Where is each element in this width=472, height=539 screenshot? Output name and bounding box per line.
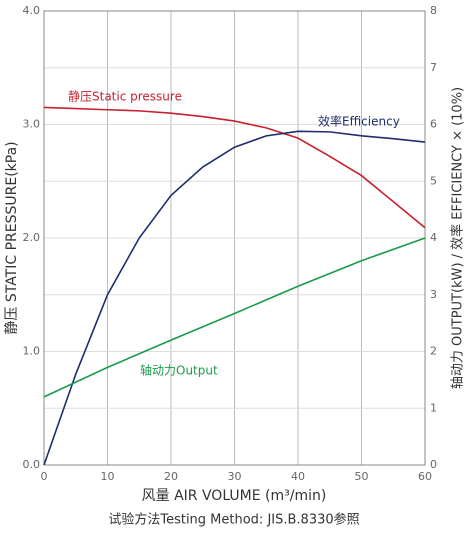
series-line: [43, 106, 426, 229]
y2-tick-label: 5: [430, 174, 437, 187]
y2-tick-label: 7: [430, 61, 437, 74]
y2-tick-label: 3: [430, 288, 437, 301]
y2-tick-label: 0: [430, 458, 437, 471]
y2-tick-label: 6: [430, 118, 437, 131]
series-line: [43, 237, 426, 398]
y2-tick-label: 8: [430, 4, 437, 17]
series-label: 轴动力Output: [140, 363, 218, 378]
x-tick-label: 50: [355, 470, 369, 483]
y2-axis-label: 轴动力 OUTPUT(kW) / 效率 EFFICIENCY × (10%): [450, 87, 466, 389]
y2-tick-label: 4: [430, 231, 437, 244]
y-tick-label: 3.0: [23, 118, 41, 131]
x-tick-label: 30: [228, 470, 242, 483]
x-tick-label: 0: [41, 470, 48, 483]
series-label: 静压Static pressure: [68, 90, 182, 104]
y2-tick-label: 2: [430, 345, 437, 358]
x-axis-label: 风量 AIR VOLUME (m³/min): [142, 488, 327, 504]
y-axis-label: 静压 STATIC PRESSURE(kPa): [4, 141, 20, 334]
x-tick-label: 20: [164, 470, 178, 483]
y-tick-label: 0.0: [23, 458, 41, 471]
y-tick-label: 4.0: [23, 4, 41, 17]
y-tick-label: 1.0: [23, 345, 41, 358]
series-line: [43, 130, 426, 466]
y-tick-label: 2.0: [23, 231, 41, 244]
note: 试验方法Testing Method: JIS.B.8330参照: [108, 512, 359, 528]
series-label: 效率Efficiency: [318, 114, 400, 129]
y2-tick-label: 1: [430, 401, 437, 414]
x-tick-label: 60: [418, 470, 432, 483]
x-tick-label: 10: [101, 470, 115, 483]
x-tick-label: 40: [291, 470, 305, 483]
